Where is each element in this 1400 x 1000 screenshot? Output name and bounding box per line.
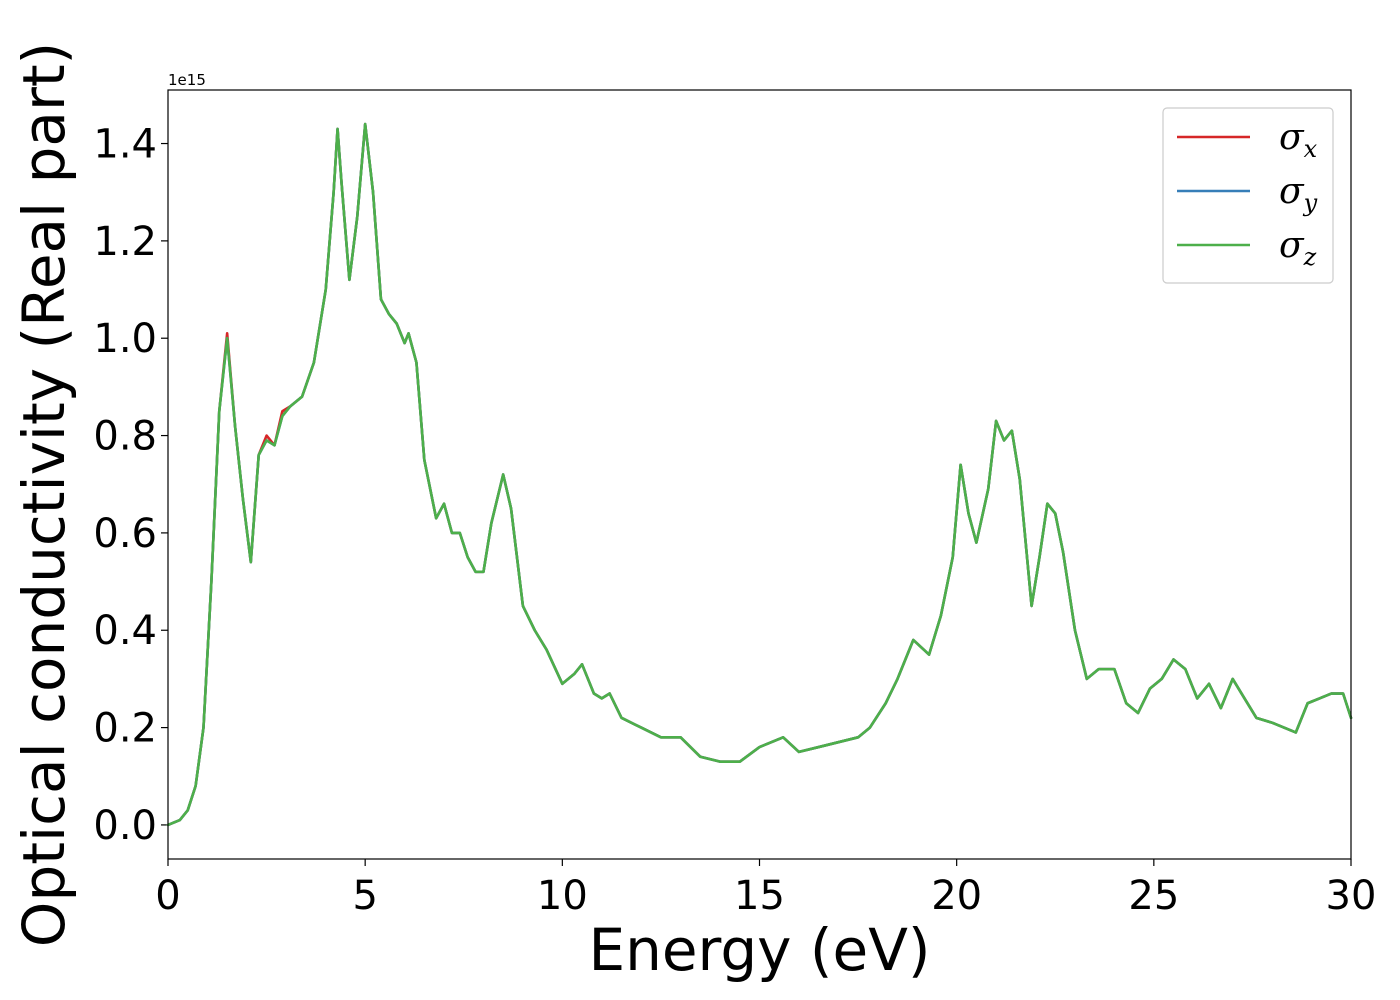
y-tick-label: 0.8 [93, 414, 157, 460]
legend-label: σy [1279, 171, 1318, 217]
x-axis-title: Energy (eV) [588, 916, 930, 984]
y-tick-label: 0.2 [93, 706, 157, 752]
y-axis-offset-text: 1e15 [168, 71, 206, 89]
y-tick-label: 1.2 [93, 219, 157, 265]
legend-label: σx [1279, 117, 1318, 163]
y-axis-ticks: 0.0 0.2 0.4 0.6 0.8 1.0 1.2 1.4 [93, 122, 168, 849]
y-tick-label: 1.4 [93, 122, 157, 168]
y-tick-label: 1.0 [93, 316, 157, 362]
series-lines [166, 122, 1353, 827]
x-tick-label: 5 [352, 873, 377, 919]
x-tick-label: 15 [734, 873, 785, 919]
x-tick-label: 25 [1128, 873, 1179, 919]
x-axis-ticks: 0 5 10 15 20 25 30 [155, 859, 1376, 919]
legend-box [1162, 107, 1334, 284]
x-tick-label: 30 [1326, 873, 1377, 919]
y-tick-label: 0.4 [93, 608, 157, 654]
plot-frame [167, 89, 1352, 860]
legend-label: σz [1279, 225, 1317, 271]
x-tick-label: 10 [537, 873, 588, 919]
y-tick-label: 0.0 [93, 803, 157, 849]
legend: σx σy σz [1162, 107, 1334, 284]
series-line-sigma-z [166, 122, 1353, 827]
y-axis-title: Optical conductivity (Real part) [10, 42, 78, 947]
x-tick-label: 20 [931, 873, 982, 919]
x-tick-label: 0 [155, 873, 180, 919]
y-tick-label: 0.6 [93, 511, 157, 557]
